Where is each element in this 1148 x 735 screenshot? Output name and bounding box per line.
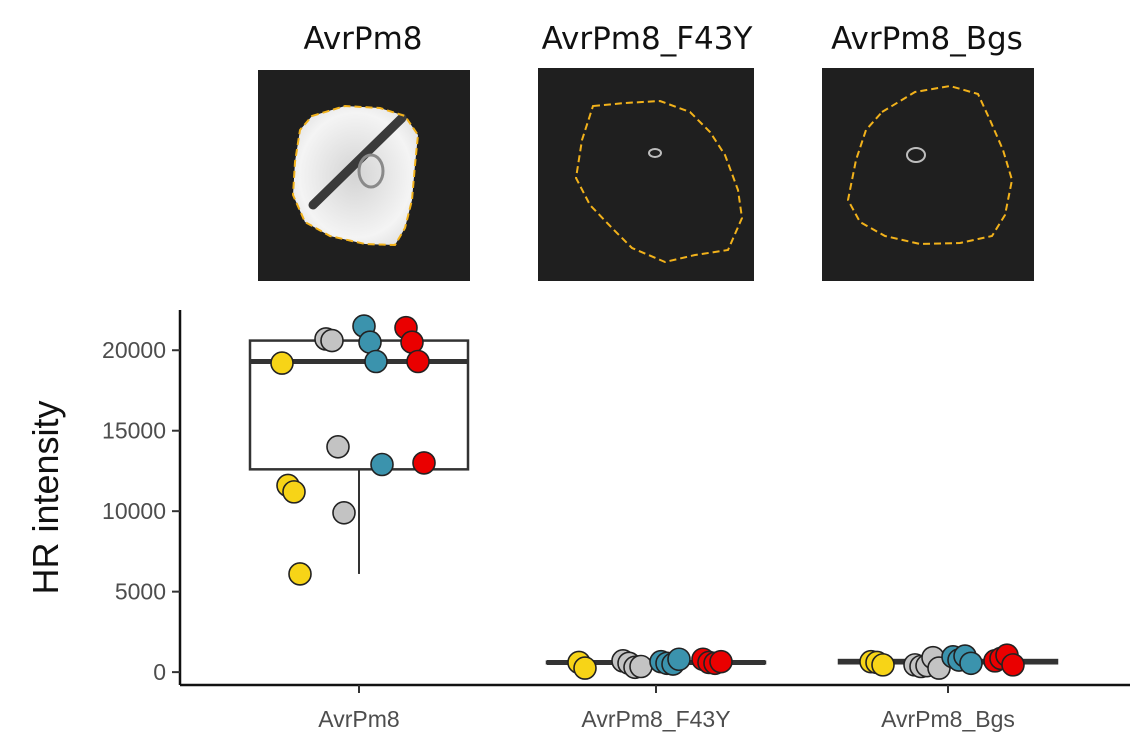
infection-site bbox=[357, 153, 385, 189]
data-point-AvrPm8-grey bbox=[320, 328, 344, 353]
y-tick-label: 5000 bbox=[115, 579, 166, 605]
leaf-outline bbox=[291, 104, 420, 247]
panel-title-1: AvrPm8 bbox=[303, 21, 422, 57]
data-point-AvrPm8_F43Y-grey bbox=[629, 654, 653, 679]
data-point-AvrPm8-blue bbox=[364, 349, 388, 374]
infection-site bbox=[648, 148, 662, 158]
y-tick-label: 0 bbox=[153, 659, 166, 685]
y-tick-label: 20000 bbox=[102, 337, 166, 363]
y-tick-label: 10000 bbox=[102, 498, 166, 524]
leaf-outline bbox=[574, 99, 744, 264]
x-tick-label: AvrPm8 bbox=[318, 706, 399, 732]
leaf-vein bbox=[308, 113, 407, 210]
image-panel-2: AvrPm8_F43Y bbox=[538, 21, 754, 281]
boxplot-area: 0 5000 10000 15000 20000 AvrPm8 AvrPm8_F43Y Avr… bbox=[25, 310, 1130, 732]
y-axis-title: HR intensity bbox=[25, 400, 66, 594]
data-point-AvrPm8_Bgs-yellow bbox=[871, 653, 895, 677]
x-tick-label: AvrPm8_Bgs bbox=[881, 706, 1015, 732]
data-point-AvrPm8-blue bbox=[370, 452, 394, 477]
box-AvrPm8 bbox=[248, 339, 470, 574]
data-point-AvrPm8_F43Y-blue bbox=[667, 647, 691, 672]
image-panel-3: AvrPm8_Bgs bbox=[822, 21, 1034, 281]
data-point-AvrPm8_F43Y-red bbox=[709, 649, 733, 674]
y-tick-label: 15000 bbox=[102, 418, 166, 444]
panel-title-2: AvrPm8_F43Y bbox=[542, 21, 753, 57]
data-point-AvrPm8_F43Y-yellow bbox=[573, 656, 597, 680]
data-point-AvrPm8-red bbox=[406, 349, 430, 374]
panel-image-2 bbox=[538, 68, 754, 281]
data-point-AvrPm8-red bbox=[412, 451, 436, 475]
panel-image-3 bbox=[822, 68, 1034, 281]
data-point-AvrPm8_Bgs-blue bbox=[959, 651, 983, 676]
leaf-hr-signal bbox=[293, 106, 418, 245]
x-tick-label: AvrPm8_F43Y bbox=[581, 706, 730, 732]
data-point-AvrPm8-yellow bbox=[282, 480, 306, 504]
data-point-AvrPm8-grey bbox=[332, 500, 356, 525]
panel-title-3: AvrPm8_Bgs bbox=[831, 21, 1023, 57]
data-point-AvrPm8-yellow bbox=[270, 351, 294, 375]
infection-site bbox=[906, 147, 926, 163]
data-point-AvrPm8_Bgs-red bbox=[1001, 653, 1025, 677]
image-panel-1: AvrPm8 bbox=[258, 21, 470, 281]
data-point-AvrPm8-grey bbox=[326, 435, 350, 459]
data-point-AvrPm8-yellow bbox=[288, 562, 312, 586]
leaf-outline bbox=[846, 84, 1014, 246]
leaf-image-panels: AvrPm8 AvrPm8_F43Y AvrPm8_Bgs bbox=[258, 21, 1034, 281]
